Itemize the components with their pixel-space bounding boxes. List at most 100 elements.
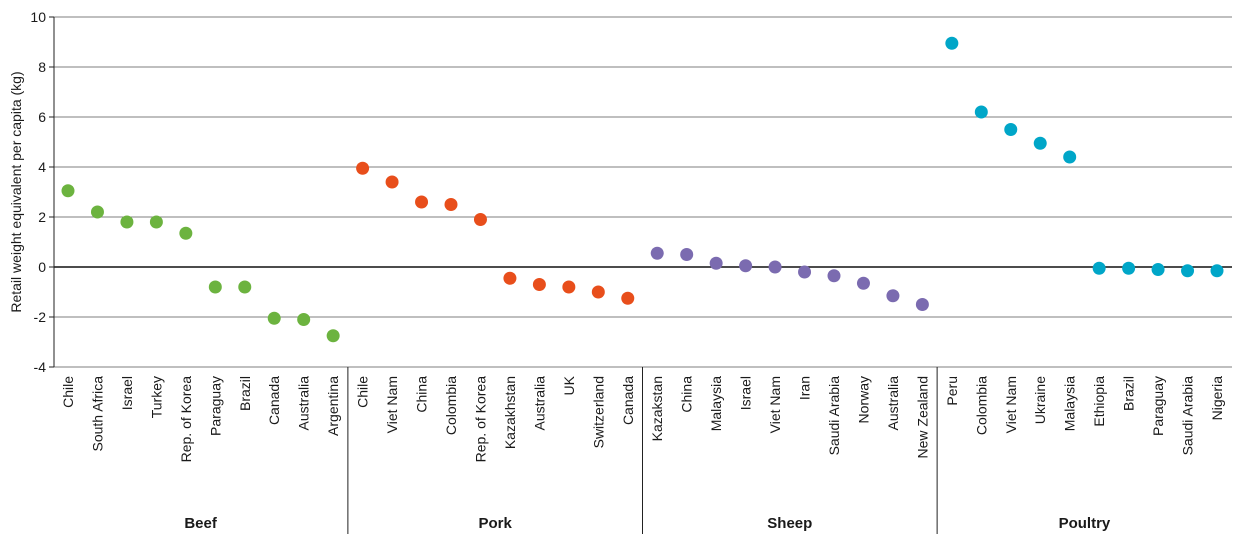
group-separators [347, 367, 938, 534]
x-tick-label: Australia [885, 376, 901, 431]
x-tick-label: Saudi Arabia [826, 376, 842, 456]
x-tick-label: New Zealand [914, 376, 930, 459]
x-tick-label: Turkey [148, 376, 164, 418]
y-tick-label: 8 [38, 59, 46, 75]
data-point-pork [591, 285, 605, 299]
x-tick-label: Peru [944, 376, 960, 406]
data-points [61, 36, 1224, 343]
data-point-sheep [739, 259, 753, 273]
y-axis-ticks: -4 -2 0 2 4 6 8 10 [30, 9, 55, 375]
x-tick-label: Norway [855, 376, 871, 423]
x-axis-country-labels: Chile South Africa Israel Turkey Rep. of Kor… [60, 375, 1225, 462]
x-tick-label: Nigeria [1209, 376, 1225, 421]
x-tick-label: Canada [266, 376, 282, 425]
x-tick-label: Paraguay [207, 376, 223, 436]
x-tick-label: Argentina [325, 376, 341, 436]
x-tick-label: Chile [60, 376, 76, 408]
x-tick-label: Viet Nam [767, 376, 783, 433]
data-point-beef [61, 184, 75, 198]
data-point-sheep [680, 248, 694, 261]
data-point-beef [179, 226, 193, 240]
y-tick-label: 10 [30, 9, 46, 25]
data-point-pork [356, 161, 370, 175]
data-point-beef [208, 280, 222, 294]
data-point-beef [297, 313, 311, 326]
x-tick-label: Saudi Arabia [1180, 376, 1196, 456]
data-point-pork [385, 175, 399, 189]
y-tick-label: 2 [38, 209, 46, 225]
data-point-poultry [974, 105, 988, 119]
data-point-sheep [768, 260, 782, 274]
x-tick-label: Colombia [973, 376, 989, 435]
data-point-pork [503, 271, 517, 285]
x-tick-label: Brazil [237, 376, 253, 411]
x-tick-label: Ethiopia [1091, 376, 1107, 427]
data-point-poultry [1151, 263, 1165, 276]
data-point-beef [149, 215, 163, 229]
data-point-poultry [1181, 264, 1195, 278]
data-point-poultry [1004, 123, 1018, 136]
data-point-poultry [945, 36, 959, 50]
x-tick-label: Australia [531, 376, 547, 431]
x-tick-label: South Africa [89, 376, 105, 452]
x-tick-label: UK [561, 375, 577, 395]
group-label-poultry: Poultry [1059, 515, 1111, 532]
data-point-poultry [1033, 136, 1047, 150]
x-tick-label: Rep. of Korea [178, 376, 194, 463]
x-tick-label: China [414, 376, 430, 413]
x-tick-label: China [679, 376, 695, 413]
x-tick-label: Canada [620, 376, 636, 425]
data-point-poultry [1092, 261, 1106, 275]
x-tick-label: Rep. of Korea [472, 376, 488, 463]
x-tick-label: Malaysia [708, 376, 724, 431]
y-tick-label: 6 [38, 109, 46, 125]
data-point-poultry [1122, 261, 1136, 275]
x-tick-label: Colombia [443, 376, 459, 435]
data-point-beef [120, 215, 134, 229]
data-point-pork [415, 195, 429, 209]
data-point-pork [473, 213, 487, 226]
x-tick-label: Viet Nam [1003, 376, 1019, 433]
y-tick-label: -2 [34, 309, 47, 325]
x-tick-label: Australia [296, 376, 312, 431]
x-tick-label: Paraguay [1150, 376, 1166, 436]
y-tick-label: -4 [34, 359, 47, 375]
x-tick-label: Israel [119, 376, 135, 410]
y-tick-label: 0 [38, 259, 46, 275]
x-tick-label: Malaysia [1062, 376, 1078, 431]
data-point-beef [238, 280, 252, 294]
x-tick-label: Iran [797, 376, 813, 400]
x-tick-label: Ukraine [1032, 376, 1048, 424]
data-point-pork [532, 278, 546, 291]
y-axis-label: Retail weight equivalent per capita (kg) [8, 71, 24, 312]
x-tick-label: Chile [355, 376, 371, 408]
data-point-sheep [709, 256, 723, 270]
x-tick-label: Kazakstan [649, 376, 665, 441]
group-label-beef: Beef [184, 515, 218, 532]
data-point-poultry [1210, 264, 1224, 278]
data-point-sheep [886, 289, 900, 303]
data-point-beef [326, 329, 340, 343]
x-tick-label: Brazil [1121, 376, 1137, 411]
data-point-sheep [915, 298, 929, 311]
x-tick-label: Kazakhstan [502, 376, 518, 449]
data-point-poultry [1063, 150, 1077, 164]
x-tick-label: Viet Nam [384, 376, 400, 433]
gridlines [54, 16, 1232, 368]
data-point-pork [562, 280, 576, 294]
data-point-beef [267, 311, 281, 325]
y-tick-label: 4 [38, 159, 46, 175]
data-point-sheep [856, 276, 870, 290]
group-labels: Beef Pork Sheep Poultry [184, 515, 1111, 532]
data-point-pork [444, 198, 458, 211]
group-label-sheep: Sheep [767, 515, 812, 532]
data-point-sheep [650, 246, 664, 260]
x-tick-label: Switzerland [590, 376, 606, 448]
data-point-sheep [827, 269, 841, 283]
group-label-pork: Pork [479, 515, 513, 532]
data-point-beef [90, 205, 104, 219]
data-point-pork [621, 291, 635, 305]
x-tick-label: Israel [738, 376, 754, 410]
data-point-sheep [798, 265, 812, 279]
